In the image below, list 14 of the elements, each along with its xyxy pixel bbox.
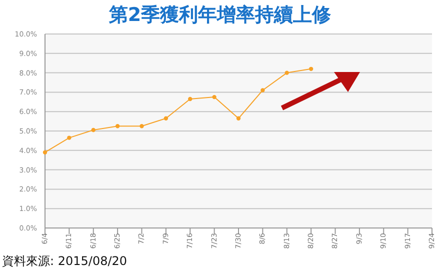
point xyxy=(91,128,96,132)
point xyxy=(188,96,192,102)
point xyxy=(42,150,48,154)
point xyxy=(212,94,216,100)
source-note: 資料來源: 2015/08/20 xyxy=(2,253,128,270)
point xyxy=(115,124,120,128)
point xyxy=(284,70,289,75)
point xyxy=(67,136,72,140)
point xyxy=(236,116,241,120)
point xyxy=(260,88,265,92)
chart-title: 第2季獲利年增率持續上修 xyxy=(108,3,332,28)
point xyxy=(140,124,144,128)
point xyxy=(164,116,168,120)
point xyxy=(308,66,314,72)
